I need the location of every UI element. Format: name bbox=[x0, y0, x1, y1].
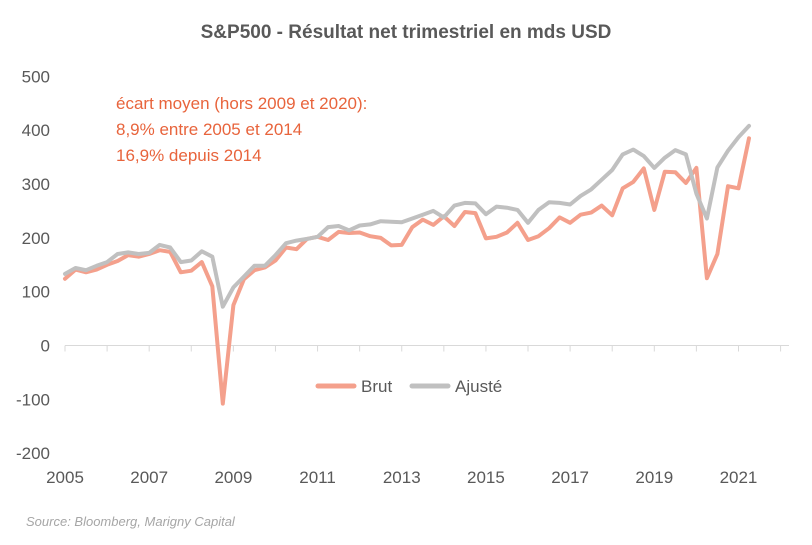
annotation: écart moyen (hors 2009 et 2020): 8,9% en… bbox=[116, 94, 367, 165]
x-tick-label: 2013 bbox=[383, 468, 421, 487]
y-tick-label: 500 bbox=[22, 67, 50, 86]
series-layer bbox=[63, 123, 751, 406]
source-note: Source: Bloomberg, Marigny Capital bbox=[26, 514, 236, 529]
x-tick-label: 2005 bbox=[46, 468, 84, 487]
x-tick-label: 2019 bbox=[635, 468, 673, 487]
legend: Brut Ajusté bbox=[315, 377, 502, 396]
series-line-ajuste bbox=[63, 123, 751, 309]
x-axis: 2005 2007 2009 2011 2013 2015 2017 2019 2021 bbox=[46, 345, 789, 487]
y-tick-label: 300 bbox=[22, 175, 50, 194]
series-line-brut bbox=[63, 136, 751, 406]
y-axis: 500 400 300 200 100 0 -100 -200 bbox=[16, 67, 50, 463]
y-tick-label: 100 bbox=[22, 283, 50, 302]
y-tick-label: -200 bbox=[16, 444, 50, 463]
annotation-line-1: écart moyen (hors 2009 et 2020): bbox=[116, 94, 367, 113]
x-tick-label: 2007 bbox=[130, 468, 168, 487]
annotation-line-2: 8,9% entre 2005 et 2014 bbox=[116, 120, 302, 139]
x-tick-label: 2009 bbox=[214, 468, 252, 487]
y-tick-label: 200 bbox=[22, 229, 50, 248]
y-tick-label: -100 bbox=[16, 390, 50, 409]
annotation-line-3: 16,9% depuis 2014 bbox=[116, 146, 262, 165]
legend-label-ajuste: Ajusté bbox=[455, 377, 502, 396]
y-tick-label: 400 bbox=[22, 121, 50, 140]
chart-title: S&P500 - Résultat net trimestriel en mds… bbox=[201, 22, 612, 43]
x-tick-label: 2011 bbox=[299, 468, 336, 487]
x-tick-label: 2015 bbox=[467, 468, 505, 487]
x-tick-label: 2021 bbox=[720, 468, 758, 487]
x-tick-label: 2017 bbox=[551, 468, 589, 487]
y-tick-label: 0 bbox=[41, 337, 50, 356]
legend-label-brut: Brut bbox=[361, 377, 392, 396]
